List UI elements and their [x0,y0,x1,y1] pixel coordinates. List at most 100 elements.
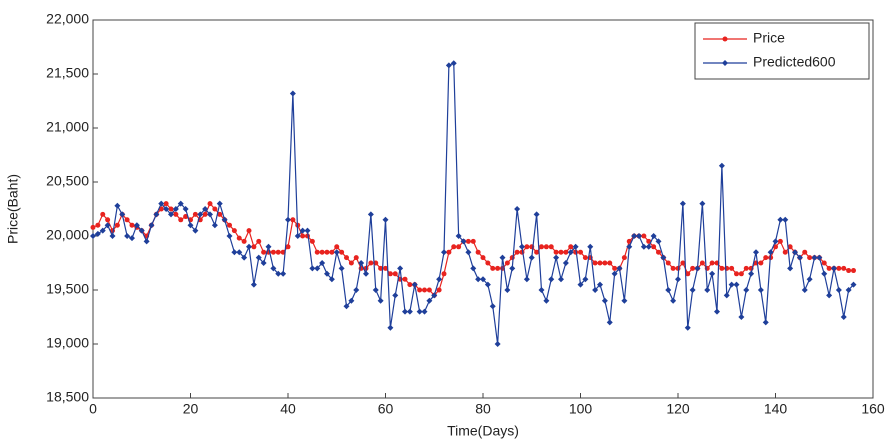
data-point [348,260,354,266]
data-point [495,265,501,271]
data-point [251,244,257,250]
data-point [680,260,686,266]
data-point [460,238,467,245]
data-point [426,287,432,293]
x-tick-label: 60 [378,401,394,417]
data-point [339,249,345,255]
data-point [728,281,735,288]
data-point [212,206,218,212]
data-point [714,308,720,315]
data-point [333,249,340,256]
data-point [640,243,647,250]
data-point [651,244,657,250]
legend-label: Predicted600 [753,54,836,70]
data-point [377,297,384,304]
data-point [578,249,583,255]
data-point [782,216,789,223]
data-point [436,287,442,293]
data-point [309,265,316,272]
data-point [319,249,325,255]
data-point [358,260,365,266]
data-point [724,265,730,271]
data-point [675,276,681,283]
data-point [363,270,369,277]
data-point [183,214,189,220]
data-point [168,211,174,218]
data-point [470,265,477,272]
data-point [406,308,413,315]
data-point [670,265,676,271]
data-point [514,249,520,255]
data-point [807,255,813,261]
data-point [294,233,301,239]
data-point [616,265,623,272]
x-axis-label: Time(Days) [447,423,519,439]
data-point [811,254,818,261]
data-point [719,265,725,271]
data-point [519,243,525,250]
data-point [177,200,184,207]
data-point [324,249,330,255]
y-tick-label: 21,500 [46,65,89,81]
data-point [548,276,555,283]
data-point [748,270,755,277]
data-point [763,255,769,261]
data-point [90,233,96,239]
data-point [436,276,443,283]
data-point [328,276,335,283]
data-point [348,297,355,304]
data-point [114,202,121,209]
data-point [636,233,642,239]
data-point [319,260,326,266]
data-point [241,254,248,261]
data-point [704,287,711,293]
data-point [772,238,779,245]
data-point [504,260,510,266]
data-point [509,265,516,272]
data-point [577,281,584,288]
data-point [548,244,554,250]
data-point [168,206,174,212]
y-tick-label: 20,500 [46,173,89,189]
data-point [387,271,393,277]
data-point [143,238,150,245]
plot-area [92,19,874,399]
data-point [397,265,404,272]
data-point [314,249,320,255]
data-point [207,201,213,207]
data-point [446,249,452,255]
y-tick-label: 19,000 [46,335,89,351]
data-point [163,201,169,207]
data-point [324,270,330,277]
data-point [835,287,842,293]
data-point [192,227,199,234]
data-point [845,287,852,293]
data-point [743,287,750,293]
data-point [197,211,204,218]
data-point [129,235,135,242]
data-point [621,255,627,261]
data-point [226,233,233,239]
data-point [597,281,603,288]
data-point [99,227,106,234]
data-point [270,249,276,255]
data-point [723,292,730,299]
data-point [840,314,847,320]
data-point [684,324,691,331]
data-point [734,271,739,277]
data-point [353,287,360,293]
data-point [202,206,209,212]
data-point [382,216,389,223]
data-point [787,244,793,250]
data-point [821,270,828,277]
data-point [187,222,194,229]
data-point [543,297,550,304]
data-point [104,222,111,229]
data-point [217,211,223,217]
data-point [641,233,647,239]
x-tick-label: 100 [569,401,593,417]
data-point [465,238,471,244]
data-point [465,249,472,256]
data-point [280,270,287,277]
data-point [563,249,569,255]
